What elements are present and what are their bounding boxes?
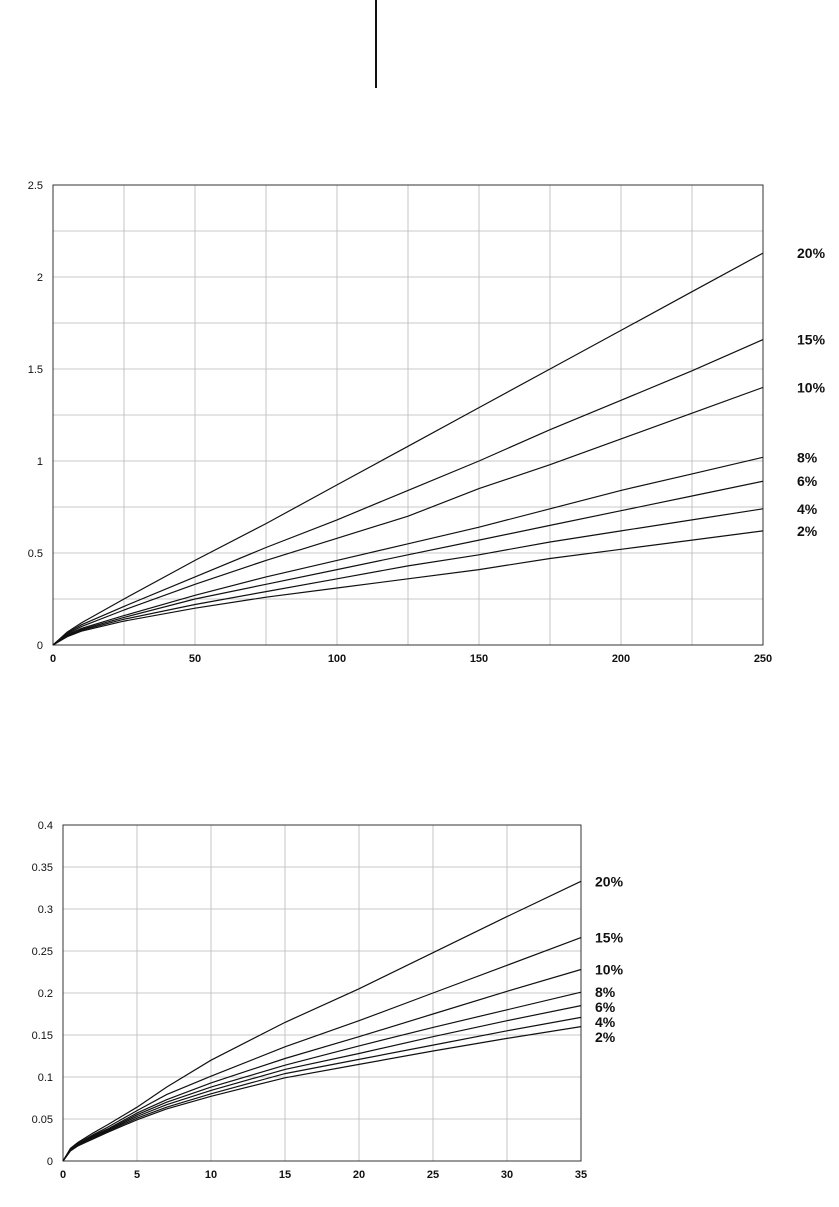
chart-lower: 0 0.05 0.1 0.15 0.2 0.25 0.3 0.35 0.4 0 5 10 15 20 25 3… <box>32 820 624 1181</box>
x-tick-label: 5 <box>134 1169 140 1181</box>
series-label: 2% <box>595 1029 616 1045</box>
x-tick-label: 20 <box>353 1169 365 1181</box>
series-line-8pct <box>62 991 582 1162</box>
series-line-10pct <box>62 968 582 1162</box>
series-line-15pct <box>62 937 582 1162</box>
y-tick-label: 0.25 <box>32 946 53 958</box>
series-label: 15% <box>797 332 826 348</box>
series-lines <box>52 252 764 646</box>
series-line-15pct <box>52 339 764 646</box>
series-line-6pct <box>62 1005 582 1162</box>
series-line-8pct <box>52 456 764 646</box>
series-line-2pct <box>52 530 764 646</box>
y-tick-label: 0.15 <box>32 1030 53 1042</box>
x-tick-label: 0 <box>50 653 56 665</box>
y-tick-label: 0.1 <box>38 1072 53 1084</box>
plot-frame <box>62 824 582 1162</box>
series-label: 8% <box>595 984 616 1000</box>
series-line-20pct <box>62 880 582 1162</box>
series-line-4pct <box>52 508 764 646</box>
series-line-6pct <box>52 480 764 646</box>
gridlines <box>53 185 763 645</box>
series-line-20pct <box>52 252 764 646</box>
y-tick-label: 0 <box>47 1156 53 1168</box>
series-label: 2% <box>797 523 818 539</box>
series-line-10pct <box>52 386 764 646</box>
y-tick-label: 0.5 <box>28 548 43 560</box>
x-tick-label: 35 <box>575 1169 587 1181</box>
y-tick-label: 0 <box>37 640 43 652</box>
y-tick-label: 0.35 <box>32 862 53 874</box>
y-tick-label: 2.5 <box>28 180 43 192</box>
y-tick-label: 0.4 <box>38 820 53 832</box>
series-label: 4% <box>595 1014 616 1030</box>
y-tick-label: 1 <box>37 456 43 468</box>
x-tick-label: 250 <box>754 653 772 665</box>
x-tick-label: 15 <box>279 1169 291 1181</box>
x-tick-label: 10 <box>205 1169 217 1181</box>
x-tick-label: 150 <box>470 653 488 665</box>
series-line-2pct <box>62 1026 582 1162</box>
plot-frame <box>52 184 764 646</box>
series-label: 20% <box>595 873 624 889</box>
series-label: 15% <box>595 930 624 946</box>
x-tick-label: 100 <box>328 653 346 665</box>
series-label: 4% <box>797 501 818 517</box>
top-vertical-rule <box>375 0 377 88</box>
y-tick-label: 0.3 <box>38 904 53 916</box>
series-label: 20% <box>797 245 826 261</box>
series-lines <box>62 880 582 1162</box>
series-label: 8% <box>797 449 818 465</box>
x-tick-label: 25 <box>427 1169 439 1181</box>
y-tick-label: 2 <box>37 272 43 284</box>
y-tick-label: 0.05 <box>32 1114 53 1126</box>
series-label: 10% <box>797 379 826 395</box>
x-tick-label: 30 <box>501 1169 513 1181</box>
series-label: 10% <box>595 961 624 977</box>
x-tick-label: 50 <box>189 653 201 665</box>
chart-upper: 0 0.5 1 1.5 2 2.5 0 50 100 150 200 250 20% 15% 10% 8% 6%… <box>28 180 826 665</box>
series-label: 6% <box>797 473 818 489</box>
gridlines <box>63 825 581 1161</box>
x-tick-label: 0 <box>60 1169 66 1181</box>
x-tick-label: 200 <box>612 653 630 665</box>
y-tick-label: 1.5 <box>28 364 43 376</box>
y-tick-label: 0.2 <box>38 988 53 1000</box>
series-label: 6% <box>595 999 616 1015</box>
